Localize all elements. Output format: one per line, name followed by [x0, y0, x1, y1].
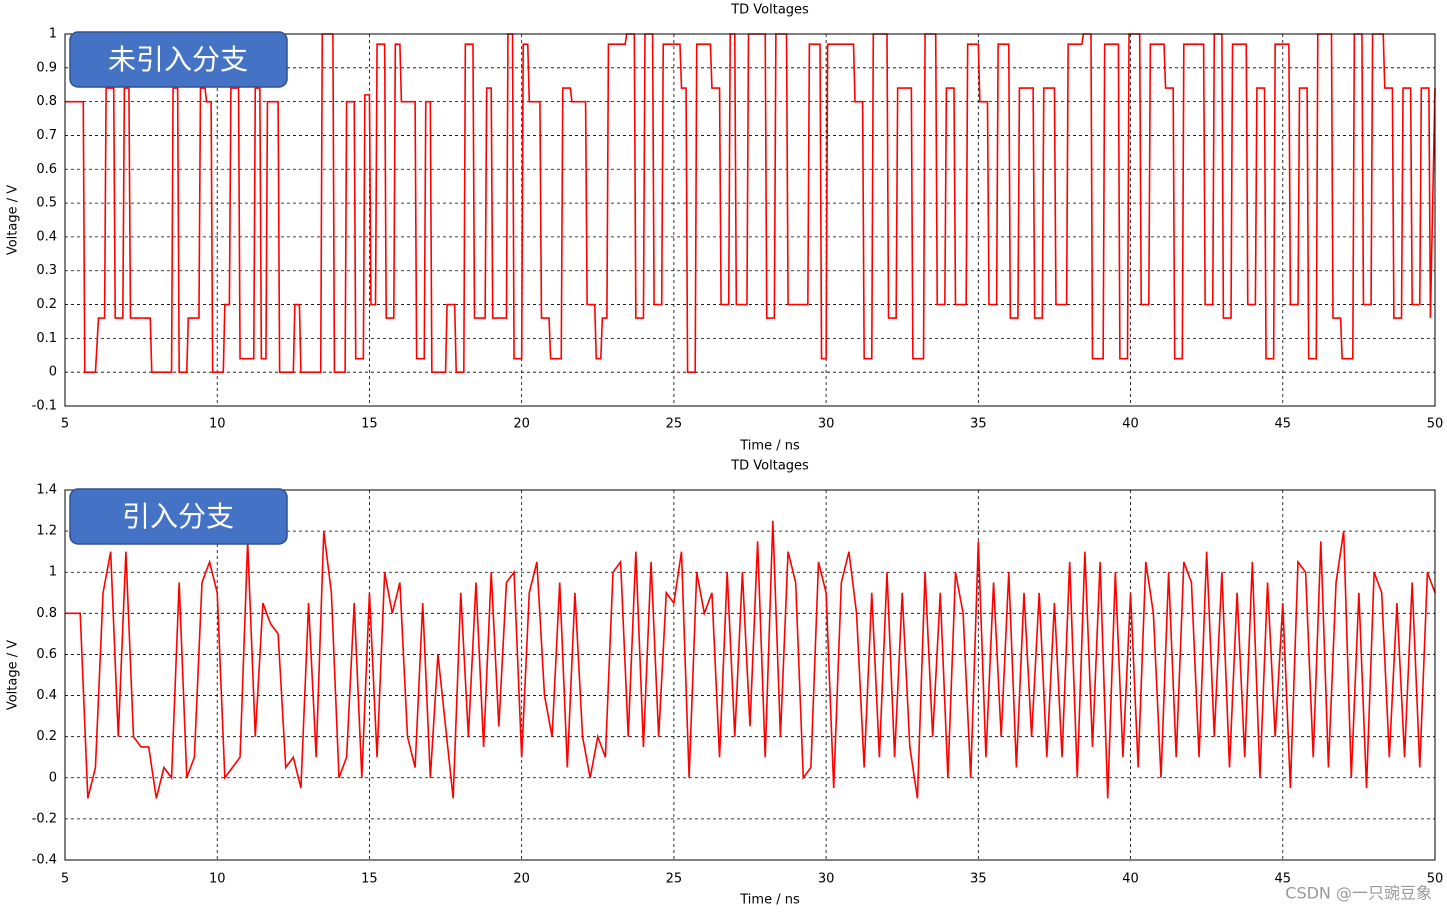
- y-tick-label: 1.4: [36, 483, 57, 498]
- y-axis-label: Voltage / V: [6, 185, 21, 255]
- y-tick-label: 0.6: [36, 647, 57, 662]
- y-tick-label: 0.4: [36, 229, 57, 244]
- x-tick-label: 50: [1427, 872, 1444, 887]
- y-tick-label: 0.4: [36, 688, 57, 703]
- x-tick-label: 20: [513, 872, 530, 887]
- y-tick-label: 0.8: [36, 94, 57, 109]
- x-tick-label: 25: [666, 417, 683, 432]
- x-tick-label: 40: [1122, 417, 1139, 432]
- chart-title: TD Voltages: [730, 459, 809, 474]
- y-tick-label: 0.2: [36, 729, 57, 744]
- y-tick-label: 0.5: [36, 196, 57, 211]
- x-tick-label: 10: [209, 872, 226, 887]
- y-axis-label: Voltage / V: [6, 640, 21, 710]
- x-tick-label: 35: [970, 417, 987, 432]
- y-tick-label: 0: [49, 365, 57, 380]
- voltage-line: [65, 33, 1436, 373]
- x-tick-label: 5: [61, 417, 69, 432]
- y-tick-label: -0.4: [32, 853, 57, 868]
- y-tick-label: -0.2: [32, 811, 57, 826]
- x-tick-label: 10: [209, 417, 226, 432]
- x-tick-label: 30: [818, 872, 835, 887]
- x-tick-label: 35: [970, 872, 987, 887]
- x-tick-label: 15: [361, 417, 378, 432]
- y-tick-label: 0.6: [36, 162, 57, 177]
- x-axis-label: Time / ns: [739, 893, 800, 908]
- y-tick-label: 0.9: [36, 60, 57, 75]
- plot-area: [64, 33, 1436, 407]
- frame: [64, 489, 1436, 861]
- y-tick-label: 0.8: [36, 606, 57, 621]
- x-tick-label: 25: [666, 872, 683, 887]
- frame: [64, 33, 1436, 407]
- x-tick-label: 50: [1427, 417, 1444, 432]
- y-tick-label: 0.7: [36, 128, 57, 143]
- y-tick-label: -0.1: [32, 399, 57, 414]
- x-tick-label: 45: [1275, 417, 1292, 432]
- annotation: 引入分支: [122, 500, 234, 533]
- y-tick-label: 0.3: [36, 263, 57, 278]
- voltage-line: [65, 520, 1436, 799]
- y-tick-label: 1: [49, 27, 57, 42]
- annotation-box: [69, 31, 288, 88]
- y-tick-label: 0.2: [36, 297, 57, 312]
- y-tick-label: 1.2: [36, 524, 57, 539]
- watermark: CSDN @一只豌豆象: [1285, 884, 1432, 903]
- x-tick-label: 40: [1122, 872, 1139, 887]
- annotation-box: [69, 488, 288, 545]
- x-tick-label: 30: [818, 417, 835, 432]
- x-tick-label: 5: [61, 872, 69, 887]
- x-tick-label: 15: [361, 872, 378, 887]
- y-tick-label: 0.1: [36, 331, 57, 346]
- chart-title: TD Voltages: [730, 3, 809, 18]
- y-tick-label: 1: [49, 565, 57, 580]
- x-axis-label: Time / ns: [739, 439, 800, 454]
- annotation: 未引入分支: [108, 43, 248, 76]
- y-tick-label: 0: [49, 770, 57, 785]
- x-tick-label: 20: [513, 417, 530, 432]
- plot-area: [64, 489, 1436, 861]
- x-tick-label: 45: [1275, 872, 1292, 887]
